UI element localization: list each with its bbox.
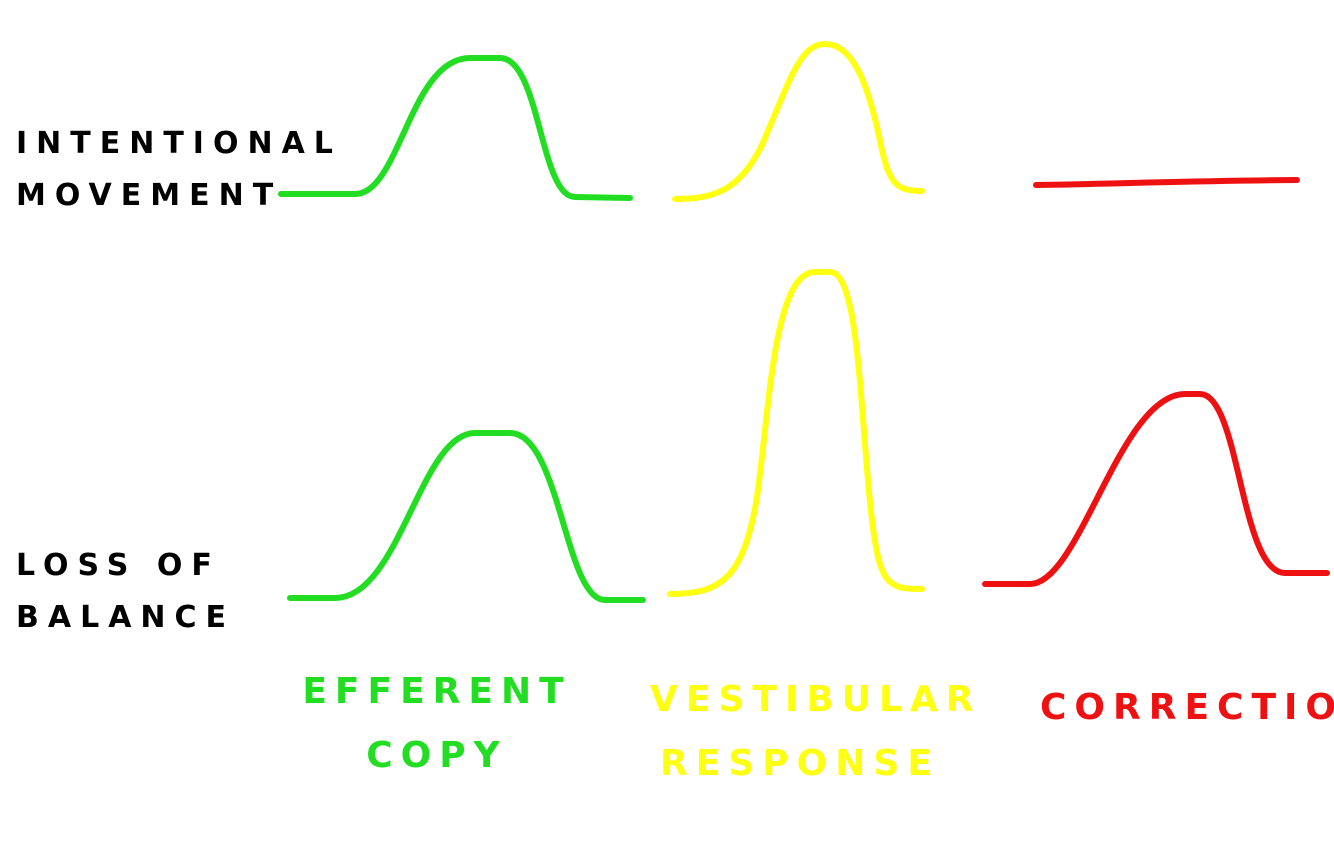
curve-intentional-efferent [278, 55, 633, 201]
row-label-line: BALANCE [16, 600, 236, 635]
curve-intentional-vestibular [672, 41, 925, 202]
row-label-loss-of-balance: LOSS OF BALANCE [16, 540, 235, 644]
column-label-efferent-copy: EFFERENT COPY [292, 660, 582, 788]
column-label-correction: CORRECTION [1040, 676, 1334, 740]
column-label-line: VESTIBULAR [650, 679, 982, 720]
row-label-line: MOVEMENT [16, 178, 283, 213]
column-label-line: CORRECTION [1040, 687, 1334, 728]
column-label-line: RESPONSE [660, 743, 940, 784]
row-label-line: INTENTIONAL [16, 126, 342, 161]
column-label-line: EFFERENT [302, 671, 572, 712]
column-label-vestibular-response: VESTIBULAR RESPONSE [650, 668, 982, 796]
row-label-intentional-movement: INTENTIONAL MOVEMENT [16, 118, 342, 222]
row-label-line: LOSS OF [16, 548, 221, 583]
curve-balance-vestibular [667, 269, 925, 597]
column-label-line: COPY [366, 735, 508, 776]
curve-balance-correction [982, 391, 1330, 587]
curve-balance-efferent [287, 430, 646, 603]
curve-intentional-correction [1033, 177, 1300, 188]
